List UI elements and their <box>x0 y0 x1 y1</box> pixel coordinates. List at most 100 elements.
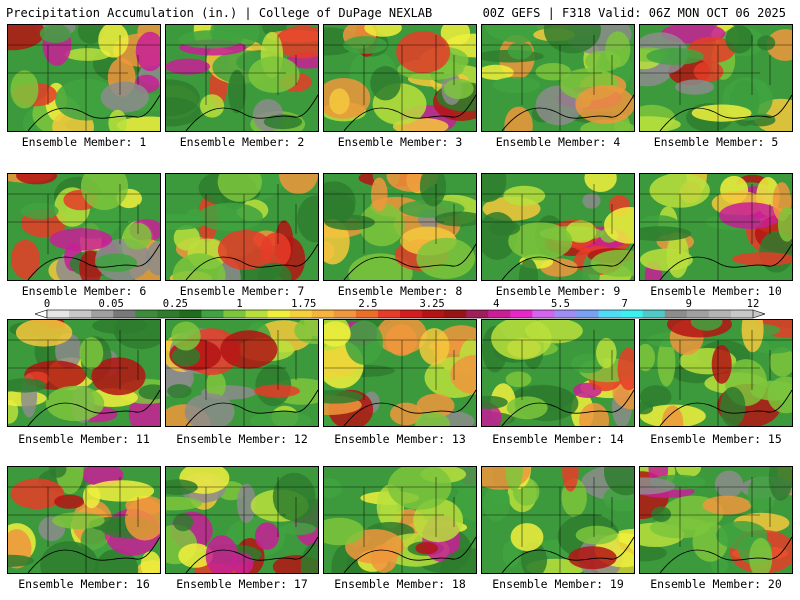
ensemble-member-label: Ensemble Member: 8 <box>337 284 463 298</box>
ensemble-member-label: Ensemble Member: 18 <box>334 577 466 591</box>
colorbar-swatch <box>113 310 136 318</box>
colorbar-swatch <box>355 310 379 318</box>
colorbar-swatch <box>179 310 202 318</box>
precip-map <box>640 320 792 426</box>
ensemble-map-panel <box>7 173 161 281</box>
ensemble-map-panel <box>323 466 477 574</box>
ensemble-map-panel <box>639 466 793 574</box>
ensemble-map-panel <box>165 173 319 281</box>
colorbar-left-arrow <box>35 309 48 319</box>
precip-map <box>482 25 634 131</box>
ensemble-member-label: Ensemble Member: 6 <box>21 284 147 298</box>
colorbar-swatch <box>377 310 401 318</box>
ensemble-member-label: Ensemble Member: 13 <box>334 432 466 446</box>
colorbar-tick-label: 4 <box>493 298 499 310</box>
colorbar-swatch <box>201 310 224 318</box>
ensemble-map-panel <box>165 319 319 427</box>
colorbar-right-arrow <box>752 309 765 319</box>
precip-map <box>8 174 160 280</box>
colorbar-swatch <box>554 310 577 318</box>
ensemble-member-label: Ensemble Member: 2 <box>179 135 305 149</box>
precipitation-colorbar: 0 0.05 0.25 1 1.75 2.5 3.25 4 5.5 7 9 12 <box>35 298 765 319</box>
colorbar-tick-label: 0.05 <box>99 298 124 310</box>
ensemble-map-panel <box>639 173 793 281</box>
precip-map <box>166 25 318 131</box>
ensemble-member-label: Ensemble Member: 10 <box>650 284 782 298</box>
ensemble-member-label: Ensemble Member: 15 <box>650 432 782 446</box>
ensemble-map-panel <box>639 319 793 427</box>
colorbar-swatch <box>91 310 114 318</box>
colorbar-swatch <box>466 310 489 318</box>
precip-map <box>324 174 476 280</box>
colorbar-swatch <box>620 310 644 318</box>
colorbar-tick-label: 5.5 <box>551 298 570 310</box>
ensemble-map-panel <box>481 24 635 132</box>
precip-map <box>482 467 634 573</box>
colorbar-tick-label: 1 <box>236 298 242 310</box>
precip-map <box>166 320 318 426</box>
ensemble-member-label: Ensemble Member: 7 <box>179 284 305 298</box>
colorbar-tick-label: 2.5 <box>358 298 377 310</box>
colorbar-tick-label: 12 <box>747 298 760 310</box>
precip-map <box>8 320 160 426</box>
precip-map <box>8 467 160 573</box>
colorbar-swatch <box>267 310 291 318</box>
ensemble-member-label: Ensemble Member: 11 <box>18 432 150 446</box>
precip-map <box>324 467 476 573</box>
precip-map <box>640 25 792 131</box>
precip-map <box>324 25 476 131</box>
colorbar-swatch <box>157 310 180 318</box>
ensemble-map-panel <box>165 466 319 574</box>
ensemble-member-label: Ensemble Member: 14 <box>492 432 624 446</box>
colorbar-swatch <box>245 310 269 318</box>
colorbar-tick-label: 0.25 <box>163 298 188 310</box>
precip-map <box>640 467 792 573</box>
ensemble-member-label: Ensemble Member: 20 <box>650 577 782 591</box>
colorbar-swatch <box>400 310 423 318</box>
colorbar-swatch <box>311 310 335 318</box>
colorbar-swatch <box>730 310 754 318</box>
ensemble-map-panel <box>639 24 793 132</box>
precip-map <box>482 174 634 280</box>
colorbar-swatch <box>532 310 555 318</box>
page-title: Precipitation Accumulation (in.) | Colle… <box>6 6 433 20</box>
colorbar-swatch <box>642 310 666 318</box>
colorbar-swatch <box>289 310 313 318</box>
ensemble-map-panel <box>323 24 477 132</box>
ensemble-member-label: Ensemble Member: 5 <box>653 135 779 149</box>
ensemble-map-panel <box>323 319 477 427</box>
colorbar-swatch <box>510 310 533 318</box>
ensemble-member-label: Ensemble Member: 16 <box>18 577 150 591</box>
colorbar-swatch <box>488 310 511 318</box>
precip-map <box>482 320 634 426</box>
ensemble-map-panel <box>7 24 161 132</box>
colorbar-frame <box>46 309 754 319</box>
colorbar-swatch <box>333 310 357 318</box>
colorbar-swatch <box>47 310 70 318</box>
precip-map <box>166 174 318 280</box>
precip-map <box>640 174 792 280</box>
ensemble-member-label: Ensemble Member: 19 <box>492 577 624 591</box>
ensemble-map-panel <box>323 173 477 281</box>
ensemble-map-panel <box>165 24 319 132</box>
colorbar-tick-label: 9 <box>686 298 692 310</box>
ensemble-map-panel <box>481 173 635 281</box>
ensemble-member-label: Ensemble Member: 12 <box>176 432 308 446</box>
colorbar-tick-label: 0 <box>44 298 50 310</box>
precip-map <box>8 25 160 131</box>
ensemble-map-panel <box>481 466 635 574</box>
colorbar-swatch <box>664 310 688 318</box>
ensemble-member-label: Ensemble Member: 1 <box>21 135 147 149</box>
colorbar-tick-label: 7 <box>621 298 627 310</box>
colorbar-swatch <box>135 310 158 318</box>
precip-map <box>166 467 318 573</box>
ensemble-map-panel <box>7 319 161 427</box>
colorbar-swatch <box>598 310 622 318</box>
ensemble-member-label: Ensemble Member: 17 <box>176 577 308 591</box>
precip-map <box>324 320 476 426</box>
ensemble-member-label: Ensemble Member: 9 <box>495 284 621 298</box>
colorbar-swatch <box>223 310 247 318</box>
colorbar-swatch <box>576 310 600 318</box>
colorbar-swatch <box>69 310 92 318</box>
colorbar-swatch <box>444 310 467 318</box>
